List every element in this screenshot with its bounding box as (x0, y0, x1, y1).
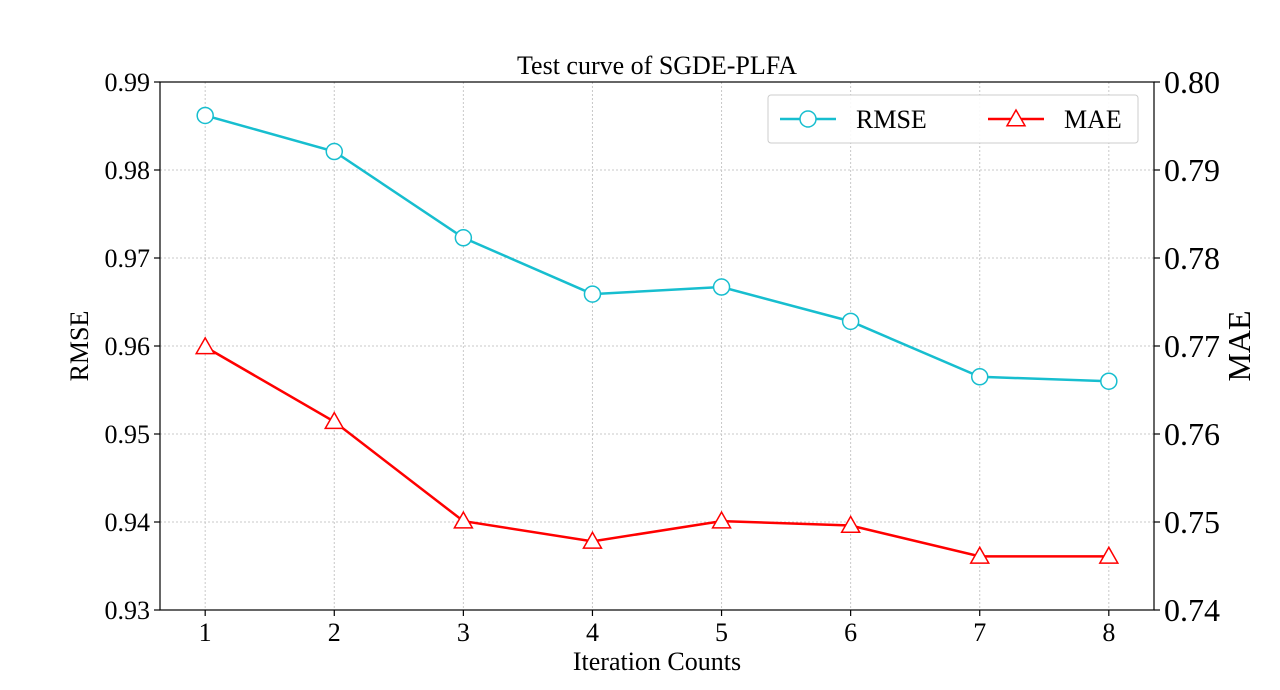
ticks: 1 2 3 4 5 6 7 8 0.93 0.94 0.95 0.96 0.97 0.98 0.99 0.74… (105, 64, 1221, 647)
legend-item-mae: MAE (988, 105, 1122, 134)
mae-point (840, 515, 861, 534)
x-tick-label: 1 (199, 618, 212, 647)
legend-label: RMSE (856, 105, 927, 134)
x-tick-label: 8 (1102, 618, 1115, 647)
y-right-tick-label: 0.75 (1164, 504, 1220, 540)
y-left-tick-label: 0.94 (105, 508, 151, 537)
x-tick-label: 4 (586, 618, 599, 647)
x-tick-label: 3 (457, 618, 470, 647)
x-axis-label: Iteration Counts (573, 647, 741, 676)
legend-marker (1005, 108, 1027, 127)
y-right-tick-label: 0.79 (1164, 152, 1220, 188)
y-right-tick-label: 0.78 (1164, 240, 1220, 276)
rmse-point (712, 278, 731, 296)
y-right-tick-label: 0.74 (1164, 592, 1220, 628)
y-left-tick-label: 0.93 (105, 596, 151, 625)
x-tick-label: 5 (715, 618, 728, 647)
mae-point (582, 530, 603, 549)
mae-point (453, 510, 474, 529)
legend: RMSE MAE (767, 94, 1139, 144)
rmse-point (1100, 372, 1118, 390)
x-tick-label: 6 (844, 618, 857, 647)
y-left-tick-label: 0.96 (105, 332, 151, 361)
y-right-tick-label: 0.80 (1164, 64, 1220, 100)
rmse-line (204, 114, 1109, 383)
mae-point (711, 510, 732, 529)
legend-box (767, 94, 1139, 144)
legend-item-rmse: RMSE (780, 105, 927, 134)
rmse-point (325, 142, 344, 161)
mae-point (323, 411, 345, 430)
y-left-tick-label: 0.99 (105, 68, 151, 97)
mae-point (194, 336, 216, 355)
mae-point (1098, 545, 1120, 564)
legend-marker (799, 110, 817, 128)
rmse-point (454, 229, 473, 247)
y-left-tick-label: 0.97 (105, 244, 151, 273)
y-right-tick-label: 0.77 (1164, 328, 1220, 364)
rmse-point (970, 368, 989, 386)
y-axis-label-right: MAE (1221, 310, 1257, 381)
chart-title: Test curve of SGDE-PLFA (517, 51, 797, 80)
rmse-point (841, 312, 860, 331)
series-rmse (196, 106, 1118, 390)
series-mae (194, 336, 1120, 564)
rmse-point (583, 285, 602, 303)
series-layer (194, 106, 1120, 564)
mae-line (204, 345, 1109, 558)
x-tick-label: 7 (973, 618, 986, 647)
y-left-tick-label: 0.95 (105, 420, 151, 449)
legend-label: MAE (1064, 105, 1122, 134)
y-axis-label-left: RMSE (65, 311, 94, 382)
y-left-tick-label: 0.98 (105, 156, 151, 185)
grid (160, 81, 1154, 611)
mae-point (969, 545, 991, 564)
x-tick-label: 2 (328, 618, 341, 647)
rmse-point (196, 106, 214, 125)
y-right-tick-label: 0.76 (1164, 416, 1220, 452)
